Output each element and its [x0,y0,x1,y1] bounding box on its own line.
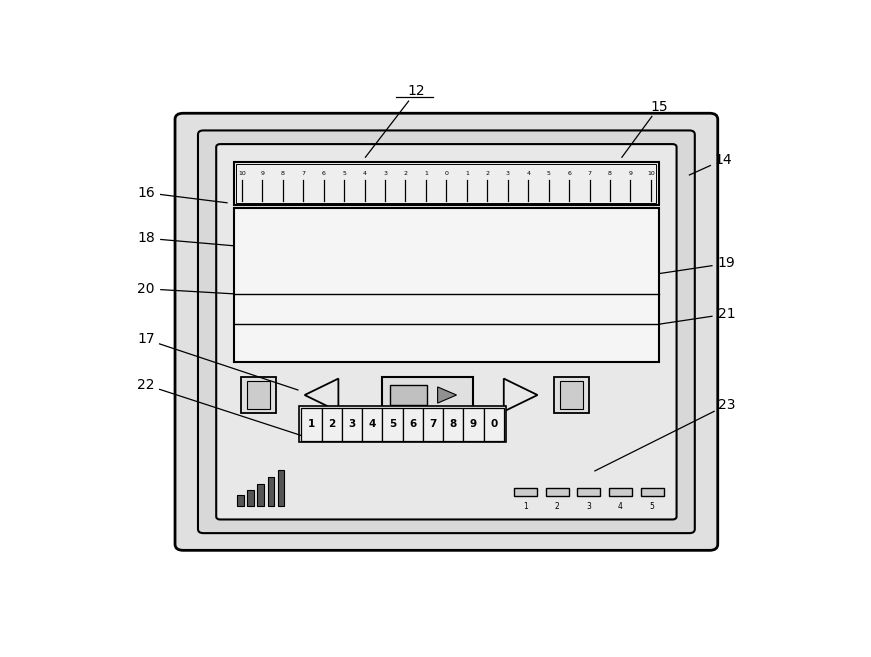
Text: 23: 23 [718,398,735,412]
Text: 1: 1 [307,419,315,429]
Polygon shape [305,378,338,411]
Bar [390,386,428,405]
Text: 21: 21 [718,307,735,321]
Bar [545,488,569,496]
Bar [577,488,600,496]
FancyBboxPatch shape [175,113,718,551]
Text: 12: 12 [408,85,425,99]
Bar [247,489,254,507]
Text: 2: 2 [403,171,408,177]
Text: 3: 3 [348,419,355,429]
Text: 8: 8 [280,171,285,177]
Text: 16: 16 [137,186,155,200]
Text: 4: 4 [618,502,623,510]
Bar [483,407,503,441]
Text: 18: 18 [137,231,155,245]
Text: 6: 6 [409,419,416,429]
Text: 15: 15 [651,100,668,114]
Text: 19: 19 [718,256,735,271]
Text: 4: 4 [526,171,530,177]
Polygon shape [437,387,456,403]
Text: 17: 17 [138,332,155,346]
Bar [246,381,269,409]
Bar [233,208,659,362]
Text: 2: 2 [555,502,559,510]
Text: 5: 5 [650,502,655,510]
Bar [233,162,659,205]
Text: 6: 6 [567,171,571,177]
Text: 1: 1 [523,502,528,510]
Text: 7: 7 [301,171,305,177]
Bar [240,377,275,413]
Text: 5: 5 [342,171,346,177]
Text: 4: 4 [362,171,367,177]
Text: 4: 4 [368,419,375,429]
Bar [641,488,664,496]
Bar [463,407,483,441]
Text: 22: 22 [138,378,155,392]
Text: 3: 3 [586,502,591,510]
Text: 5: 5 [388,419,396,429]
Text: 10: 10 [238,171,246,177]
Text: 1: 1 [465,171,469,177]
Bar [300,406,506,442]
Bar [382,407,402,441]
Bar [321,407,341,441]
Bar [514,488,537,496]
Text: 9: 9 [629,171,632,177]
Text: 5: 5 [547,171,550,177]
Text: 7: 7 [429,419,436,429]
Bar [278,470,284,507]
Bar [443,407,463,441]
Bar [341,407,362,441]
Text: 9: 9 [469,419,477,429]
Text: 9: 9 [260,171,264,177]
Bar [560,381,584,409]
Text: 3: 3 [383,171,387,177]
Bar [554,377,590,413]
Text: 2: 2 [328,419,335,429]
Polygon shape [503,378,537,411]
Text: 7: 7 [588,171,591,177]
Text: 20: 20 [138,282,155,296]
Text: 14: 14 [714,153,732,167]
Text: 2: 2 [485,171,490,177]
Text: 6: 6 [321,171,326,177]
Text: 8: 8 [449,419,456,429]
Bar [267,477,274,507]
Bar [422,407,443,441]
FancyBboxPatch shape [216,144,677,520]
Bar [362,407,382,441]
Text: 10: 10 [647,171,655,177]
FancyBboxPatch shape [198,131,695,533]
Text: 0: 0 [490,419,497,429]
Text: 3: 3 [506,171,510,177]
Bar [236,164,657,203]
Text: 0: 0 [444,171,449,177]
Bar [237,495,244,507]
Text: 1: 1 [424,171,428,177]
Bar [402,407,422,441]
Bar [258,484,264,507]
Bar [609,488,632,496]
Bar [301,407,321,441]
Text: 8: 8 [608,171,612,177]
Bar [382,377,474,413]
